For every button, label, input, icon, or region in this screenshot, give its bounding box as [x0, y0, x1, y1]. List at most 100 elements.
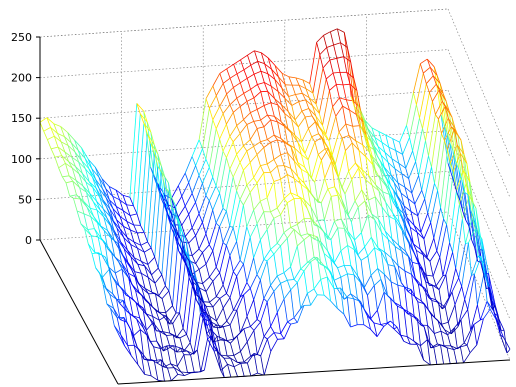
mesh-segment	[135, 290, 140, 307]
mesh-segment	[362, 121, 367, 135]
mesh-segment	[423, 66, 431, 74]
mesh-segment	[114, 272, 120, 286]
mesh-segment	[391, 158, 396, 169]
mesh-segment	[440, 330, 448, 336]
mesh-segment	[202, 318, 208, 334]
mesh-segment	[446, 171, 454, 225]
mesh-segment	[356, 90, 361, 108]
mesh-segment	[133, 205, 138, 215]
mesh-segment	[260, 197, 268, 202]
mesh-segment	[380, 279, 388, 296]
mesh-segment	[137, 263, 145, 267]
mesh-segment	[466, 344, 471, 353]
mesh-segment	[456, 144, 465, 155]
mesh-segment	[140, 241, 148, 246]
mesh-segment	[448, 110, 457, 163]
mesh-segment	[54, 156, 59, 168]
mesh-segment	[307, 141, 316, 160]
mesh-segment	[314, 198, 319, 221]
side-wall-gridline-150	[447, 90, 511, 239]
mesh-segment	[195, 299, 201, 307]
mesh-segment	[267, 91, 275, 99]
mesh-segment	[454, 128, 463, 181]
mesh-segment	[46, 117, 55, 125]
mesh-segment	[362, 144, 367, 157]
mesh-segment	[246, 78, 251, 90]
mesh-segment	[236, 125, 241, 134]
mesh-segment	[422, 254, 427, 276]
mesh-segment	[127, 249, 132, 258]
mesh-segment	[462, 218, 466, 244]
mesh-segment	[387, 173, 395, 184]
mesh-segment	[379, 168, 384, 180]
mesh-segment	[287, 111, 292, 120]
side-wall-gridline-0	[447, 211, 511, 361]
mesh-segment	[158, 311, 163, 316]
mesh-segment	[439, 257, 444, 276]
mesh-segment	[367, 295, 372, 319]
mesh-segment	[405, 235, 410, 244]
mesh-segment	[302, 79, 307, 89]
mesh-segment	[96, 209, 101, 226]
mesh-segment	[447, 128, 455, 150]
mesh-segment	[412, 150, 416, 162]
mesh-segment	[363, 287, 368, 296]
mesh-segment	[109, 186, 117, 191]
mesh-segment	[457, 135, 462, 141]
mesh-segment	[182, 328, 187, 335]
mesh-segment	[348, 135, 353, 144]
mesh-segment	[450, 345, 455, 350]
mesh-segment	[124, 270, 130, 279]
mesh-segment	[220, 354, 225, 359]
mesh-segment	[160, 198, 166, 206]
mesh-segment	[388, 216, 393, 239]
mesh-segment	[461, 179, 470, 226]
mesh-segment	[154, 274, 163, 284]
mesh-segment	[418, 264, 423, 286]
mesh-segment	[442, 274, 447, 277]
mesh-segment	[380, 154, 389, 163]
mesh-segment	[191, 248, 200, 256]
mesh-segment	[67, 132, 72, 143]
mesh-segment	[427, 325, 432, 348]
mesh-segment	[271, 69, 276, 80]
mesh-segment	[273, 245, 281, 255]
mesh-segment	[468, 195, 473, 218]
mesh-segment	[449, 191, 457, 243]
mesh-segment	[340, 245, 348, 252]
mesh-segment	[373, 279, 382, 286]
mesh-segment	[172, 312, 180, 324]
mesh-segment	[183, 350, 188, 352]
mesh-segment	[108, 266, 113, 277]
mesh-segment	[109, 208, 117, 221]
mesh-segment	[267, 57, 276, 66]
mesh-segment	[182, 270, 191, 329]
mesh-segment	[293, 317, 298, 323]
mesh-segment	[399, 212, 404, 219]
mesh-segment	[287, 143, 292, 148]
mesh-segment	[410, 226, 418, 233]
mesh-segment	[122, 300, 128, 323]
mesh-segment	[246, 97, 255, 102]
mesh-segment	[373, 149, 378, 162]
mesh-segment	[351, 142, 360, 151]
mesh-segment	[312, 105, 320, 114]
mesh-segment	[133, 113, 141, 206]
mesh-segment	[367, 214, 376, 221]
mesh-segment	[368, 196, 376, 201]
mesh-segment	[136, 103, 141, 115]
mesh-segment	[99, 209, 105, 218]
mesh-segment	[227, 364, 232, 378]
mesh-segment	[408, 243, 413, 263]
mesh-segment	[416, 250, 420, 267]
mesh-segment	[164, 194, 169, 205]
mesh-segment	[147, 360, 152, 376]
mesh-segment	[260, 141, 265, 148]
mesh-segment	[280, 321, 288, 334]
mesh-segment	[284, 113, 289, 129]
mesh-segment	[476, 228, 480, 250]
mesh-segment	[414, 190, 423, 205]
mesh-segment	[357, 114, 361, 127]
mesh-segment	[406, 217, 411, 228]
mesh-segment	[333, 280, 338, 289]
